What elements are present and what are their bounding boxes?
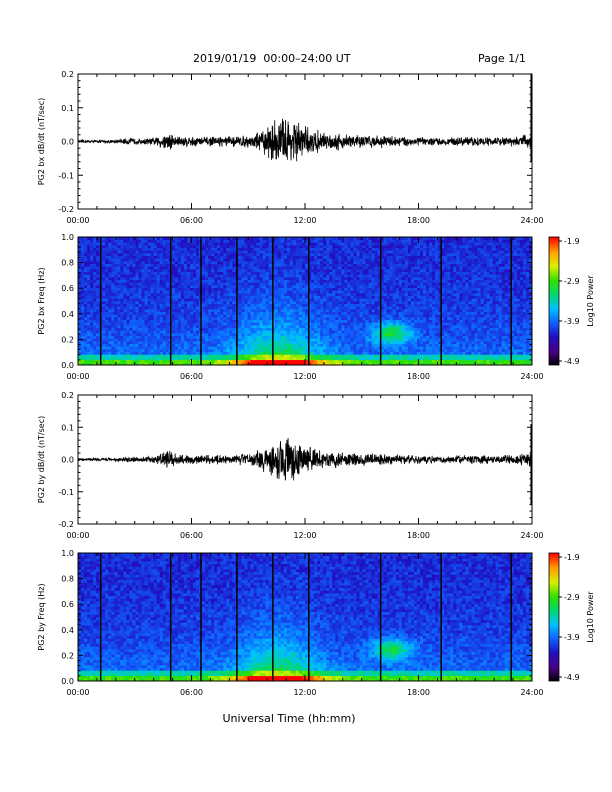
colorbar-tick-label: -4.9 [564, 673, 580, 682]
x-axis-label: Universal Time (hh:mm) [223, 712, 356, 725]
y-tick-label: -0.1 [58, 171, 74, 180]
x-tick-label: 12:00 [293, 372, 316, 381]
panel-by-spectrogram: -1.9 -2.9 -3.9 -4.9 Log10 Power 00:00 06:00 12:… [37, 549, 595, 697]
y-tick-label: -0.1 [58, 488, 74, 497]
heatmap-cells [78, 553, 533, 682]
colorbar-label: Log10 Power [586, 275, 595, 327]
panel-bx-spectrogram: -1.9 -2.9 -3.9 -4.9 Log10 Power 00:00 06:00 12:… [37, 233, 595, 381]
x-tick-label: 24:00 [520, 372, 543, 381]
colorbar-tick-label: -2.9 [564, 277, 580, 286]
y-axis-label: PG2 by dB/dt (nT/sec) [37, 416, 46, 503]
y-tick-label: 0.2 [61, 335, 74, 344]
y-tick-label: 0.0 [61, 677, 74, 686]
panel-by-timeseries: 00:00 06:00 12:00 18:00 24:00 0.2 0.1 0.0 -0.1 -0… [37, 391, 544, 540]
x-tick-label: 24:00 [520, 531, 543, 540]
x-tick-label: 06:00 [180, 372, 203, 381]
series-trace [77, 437, 533, 481]
x-tick-label: 12:00 [293, 216, 316, 225]
x-tick-label: 06:00 [180, 216, 203, 225]
x-tick-label: 12:00 [293, 531, 316, 540]
x-tick-label: 00:00 [66, 531, 89, 540]
y-tick-label: 1.0 [61, 233, 74, 242]
x-tick-label: 06:00 [180, 531, 203, 540]
panel-bx-timeseries: 00:00 06:00 12:00 18:00 24:00 0.2 0.1 0.0 -0.1 -0… [37, 70, 544, 225]
x-tick-label: 12:00 [293, 688, 316, 697]
x-tick-label: 24:00 [520, 216, 543, 225]
y-axis-label: PG2 by Freq (Hz) [37, 583, 46, 650]
x-tick-label: 18:00 [407, 531, 430, 540]
x-tick-label: 18:00 [407, 688, 430, 697]
y-tick-label: 0.0 [61, 361, 74, 370]
y-tick-label: 0.4 [61, 626, 74, 635]
colorbar-tick-label: -3.9 [564, 633, 580, 642]
y-tick-label: 0.2 [61, 391, 74, 400]
y-tick-label: 0.2 [61, 70, 74, 79]
colorbar-tick-label: -4.9 [564, 357, 580, 366]
x-tick-label: 00:00 [66, 688, 89, 697]
plot-title: 2019/01/19 00:00–24:00 UT [193, 52, 351, 65]
y-tick-label: 0.0 [61, 456, 74, 465]
y-axis-label: PG2 bx dB/dt (nT/sec) [37, 98, 46, 185]
heatmap-cells [78, 237, 533, 366]
x-tick-label: 18:00 [407, 372, 430, 381]
x-tick-label: 18:00 [407, 216, 430, 225]
y-tick-label: 0.1 [61, 423, 74, 432]
y-tick-label: 0.1 [61, 104, 74, 113]
y-tick-label: -0.2 [58, 520, 74, 529]
colorbar-tick-label: -1.9 [564, 553, 580, 562]
page-indicator: Page 1/1 [478, 52, 526, 65]
y-tick-label: 0.4 [61, 310, 74, 319]
colorbar-tick-label: -1.9 [564, 237, 580, 246]
y-tick-label: 0.2 [61, 651, 74, 660]
x-tick-label: 06:00 [180, 688, 203, 697]
x-tick-label: 24:00 [520, 688, 543, 697]
x-tick-label: 00:00 [66, 216, 89, 225]
colorbar [548, 552, 560, 682]
y-tick-label: 0.0 [61, 138, 74, 147]
y-tick-label: 1.0 [61, 549, 74, 558]
y-tick-label: -0.2 [58, 205, 74, 214]
series-trace [77, 118, 533, 162]
y-tick-label: 0.8 [61, 575, 74, 584]
y-tick-label: 0.6 [61, 600, 74, 609]
colorbar-tick-label: -2.9 [564, 593, 580, 602]
colorbar [548, 236, 560, 366]
y-axis-label: PG2 bx Freq (Hz) [37, 267, 46, 334]
colorbar-label: Log10 Power [586, 591, 595, 643]
x-tick-label: 00:00 [66, 372, 89, 381]
colorbar-tick-label: -3.9 [564, 317, 580, 326]
page-header: 2019/01/19 00:00–24:00 UT Page 1/1 [0, 52, 612, 68]
y-tick-label: 0.6 [61, 284, 74, 293]
y-tick-label: 0.8 [61, 259, 74, 268]
